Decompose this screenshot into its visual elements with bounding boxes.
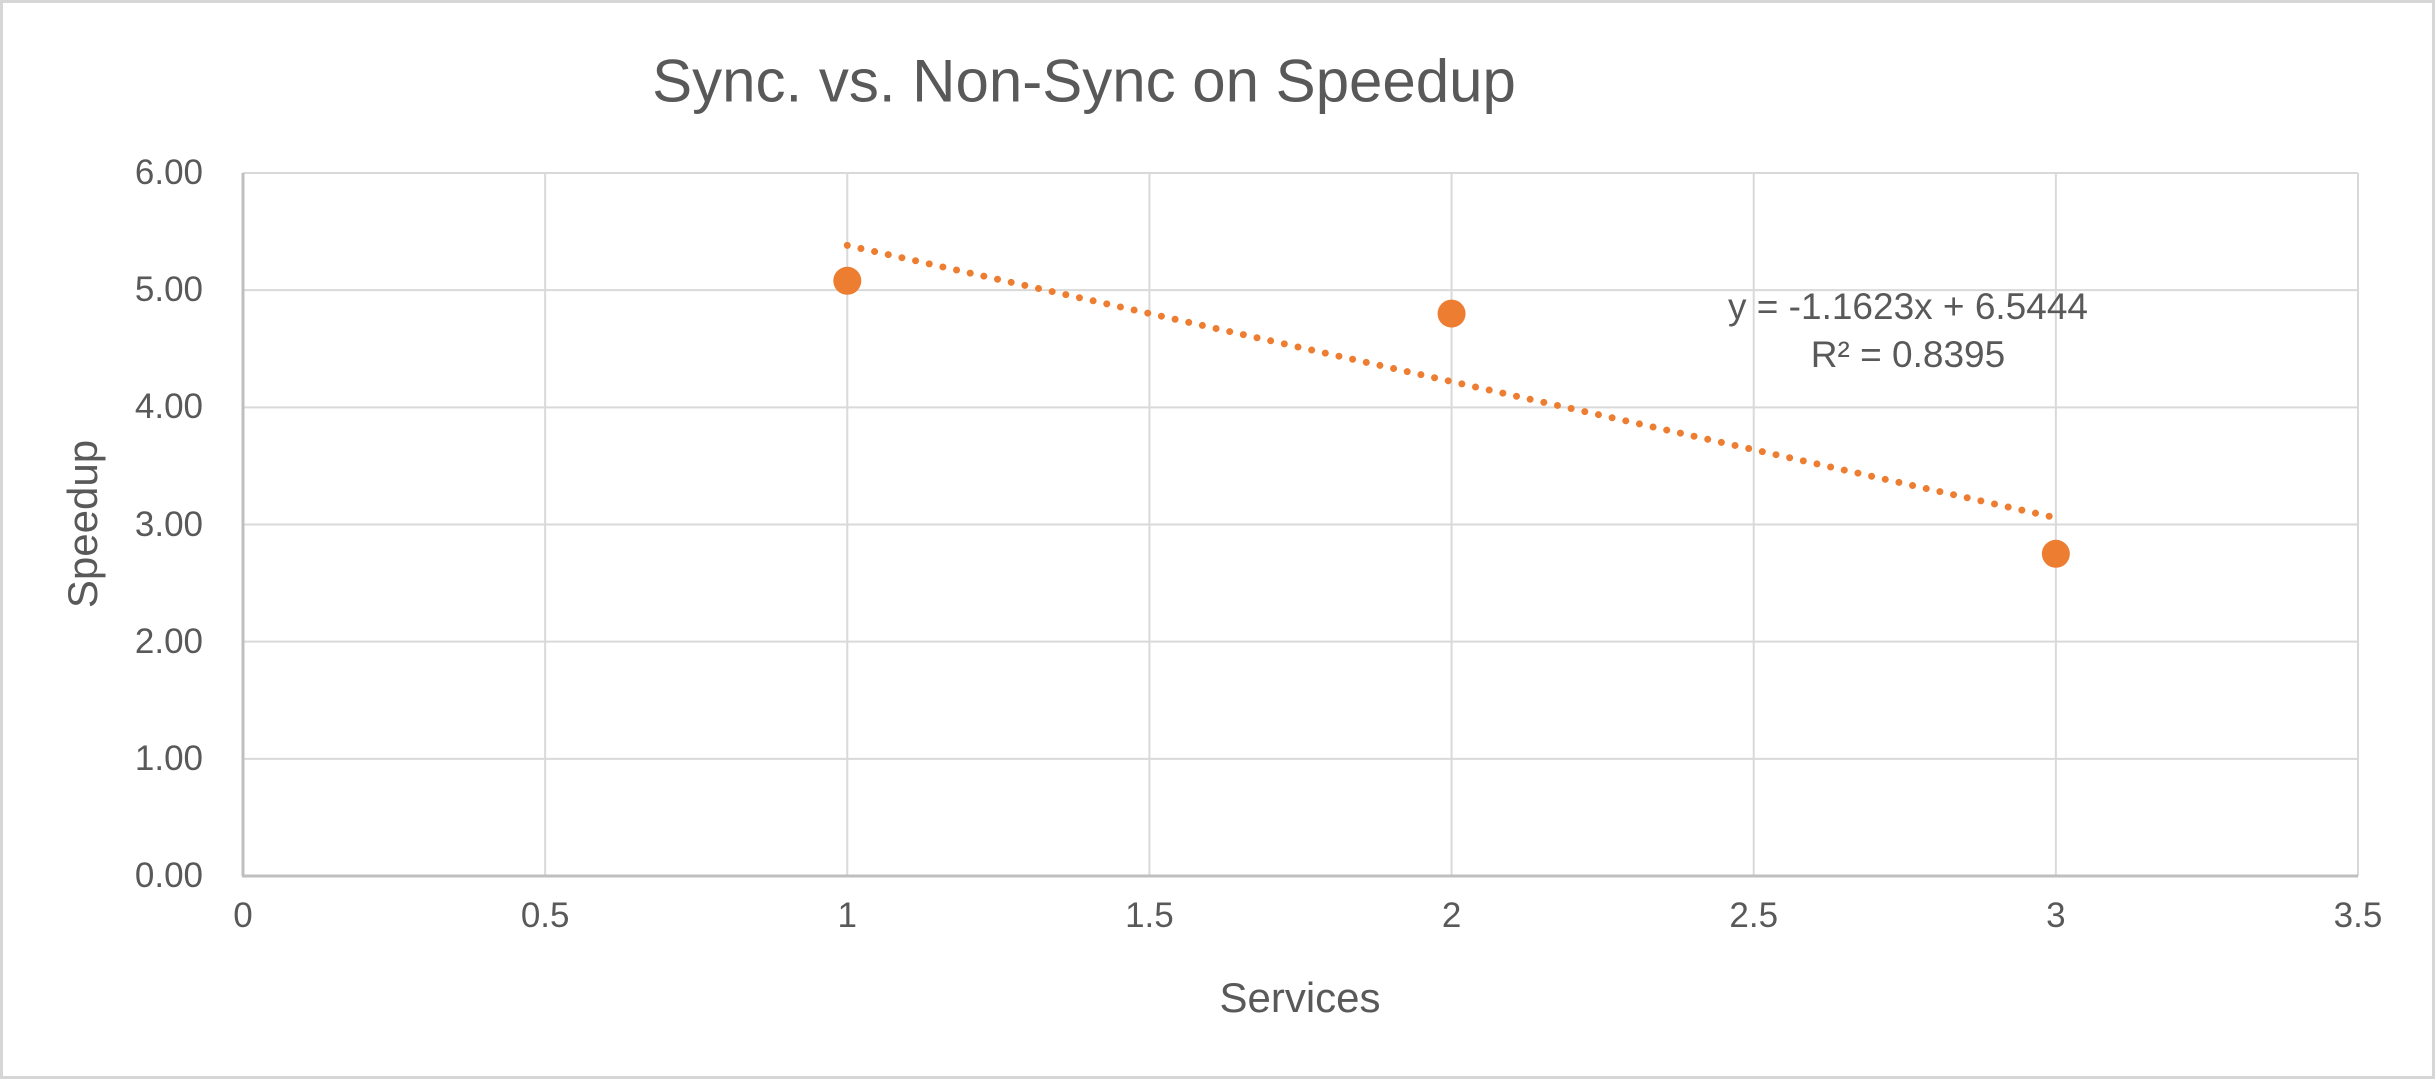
x-axis-title: Services (1219, 974, 1381, 1021)
chart-title: Sync. vs. Non-Sync on Speedup (652, 47, 1516, 115)
x-tick-label: 1 (837, 896, 858, 935)
y-tick-label: 2.00 (134, 621, 203, 661)
y-tick-label: 6.00 (134, 153, 203, 192)
x-tick-label: 1.5 (1125, 896, 1174, 935)
trendline-equation: y = -1.1623x + 6.5444 (1728, 286, 2088, 327)
data-point (2041, 539, 2070, 568)
x-tick-label: 3.5 (2333, 896, 2383, 935)
y-tick-label: 0.00 (134, 856, 203, 895)
trendline-label: y = -1.1623x + 6.5444 R² = 0.8395 (1728, 283, 2088, 379)
x-tick-label: 2 (1441, 896, 1462, 935)
y-tick-label: 5.00 (134, 270, 203, 310)
x-tick-label: 0.5 (520, 896, 570, 935)
data-point (833, 266, 862, 295)
x-tick-label: 0 (233, 896, 253, 935)
y-tick-label: 3.00 (134, 504, 203, 544)
x-tick-label: 2.5 (1729, 896, 1779, 935)
y-tick-label: 1.00 (134, 738, 203, 778)
y-tick-label: 4.00 (134, 387, 203, 427)
trendline (843, 241, 2060, 522)
trendline-r-squared: R² = 0.8395 (1810, 334, 2006, 375)
x-tick-label: 3 (2046, 896, 2066, 935)
data-point (1437, 299, 1466, 328)
plot-area (241, 172, 2359, 878)
